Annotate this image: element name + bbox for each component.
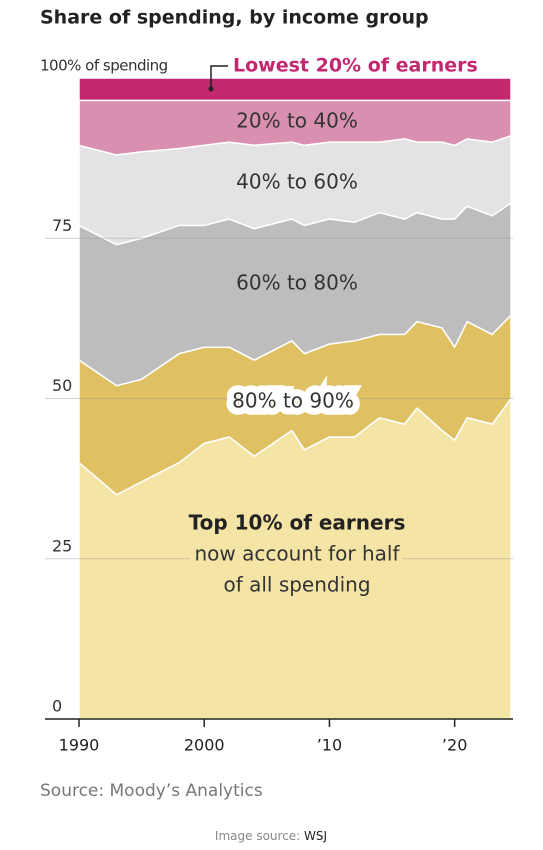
image-source-name: WSJ bbox=[304, 829, 327, 843]
annotation: now account for half bbox=[194, 542, 400, 566]
image-source-prefix: Image source: bbox=[215, 829, 300, 843]
y-tick-label: 0 bbox=[52, 697, 62, 716]
series-label: 40% to 60% bbox=[236, 170, 358, 194]
annotation: of all spending bbox=[223, 573, 370, 597]
x-tick-label: ’10 bbox=[317, 736, 342, 755]
areas bbox=[78, 77, 512, 720]
leader-line bbox=[210, 65, 228, 89]
x-tick-label: ’20 bbox=[442, 736, 467, 755]
leader-dot bbox=[208, 86, 214, 92]
x-tick-label: 1990 bbox=[59, 736, 100, 755]
series-label: 80% to 90% bbox=[232, 389, 354, 413]
source: Source: Moody’s Analytics bbox=[40, 781, 263, 801]
y-tick-label: 25 bbox=[52, 536, 72, 555]
chart-title: Share of spending, by income group bbox=[40, 7, 429, 29]
series-label: Top 10% of earners bbox=[189, 511, 406, 535]
area bbox=[78, 77, 512, 102]
series-label: Lowest 20% of earners bbox=[233, 55, 478, 77]
x-tick-label: 2000 bbox=[184, 736, 225, 755]
y-tick-label: 75 bbox=[52, 216, 72, 235]
y-tick-label: 50 bbox=[52, 376, 72, 395]
image-source: Image source: WSJ bbox=[215, 829, 327, 843]
series-label: 60% to 80% bbox=[236, 271, 358, 295]
series-label: 20% to 40% bbox=[236, 109, 358, 133]
y-tick-label: 100% of spending bbox=[40, 57, 168, 75]
